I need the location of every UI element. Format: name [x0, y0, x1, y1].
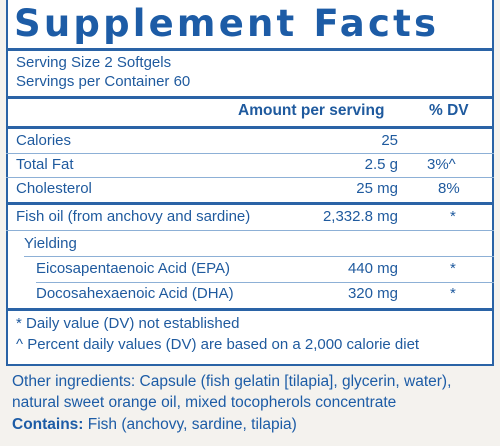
serving-divider — [6, 96, 494, 99]
row-amount-dha: 320 mg — [347, 285, 398, 302]
title-divider — [6, 48, 494, 51]
row-amount-total-fat: 2.5 g — [364, 156, 398, 173]
other-ingredients-line2: natural sweet orange oil, mixed tocopher… — [12, 394, 397, 411]
contains-statement: Contains: Fish (anchovy, sardine, tilapi… — [12, 416, 297, 434]
row-dv-dha: * — [450, 285, 456, 302]
serving-size: Serving Size 2 Softgels — [16, 54, 172, 71]
other-ingredients-line1: Other ingredients: Capsule (fish gelatin… — [12, 373, 452, 390]
header-divider — [6, 126, 494, 129]
contains-value: Fish (anchovy, sardine, tilapia) — [83, 416, 297, 433]
row-name-total-fat: Total Fat — [16, 156, 74, 173]
row-amount-epa: 440 mg — [347, 260, 398, 277]
row-divider — [6, 177, 494, 178]
row-name-fish-oil: Fish oil (from anchovy and sardine) — [16, 208, 251, 225]
row-amount-cholesterol: 25 mg — [356, 180, 398, 197]
row-amount-calories: 25 — [381, 132, 398, 149]
row-name-calories: Calories — [16, 132, 72, 149]
row-divider — [24, 256, 494, 257]
amount-header: Amount per serving — [238, 102, 385, 119]
row-dv-cholesterol: 8% — [438, 180, 460, 197]
footnote-divider — [6, 308, 494, 311]
dv-header: % DV — [429, 102, 469, 119]
row-dv-fish-oil: * — [450, 208, 456, 225]
footnote-percent-daily: ^ Percent daily values (DV) are based on… — [16, 336, 420, 353]
servings-per-container: Servings per Container 60 — [16, 73, 191, 90]
row-divider — [6, 230, 494, 231]
row-name-dha: Docosahexaenoic Acid (DHA) — [36, 285, 234, 302]
footnote-daily-value: * Daily value (DV) not established — [16, 315, 240, 332]
section-divider — [6, 202, 494, 205]
row-amount-fish-oil: 2,332.8 mg — [322, 208, 398, 225]
row-dv-total-fat: 3%^ — [427, 156, 456, 173]
row-divider — [36, 282, 494, 283]
panel-title: Supplement Facts — [14, 2, 440, 45]
contains-label: Contains: — [12, 416, 84, 433]
row-name-epa: Eicosapentaenoic Acid (EPA) — [36, 260, 230, 277]
row-divider — [6, 153, 494, 154]
row-dv-epa: * — [450, 260, 456, 277]
row-name-cholesterol: Cholesterol — [16, 180, 92, 197]
supplement-facts-panel — [6, 0, 494, 366]
row-name-yielding: Yielding — [24, 235, 77, 252]
